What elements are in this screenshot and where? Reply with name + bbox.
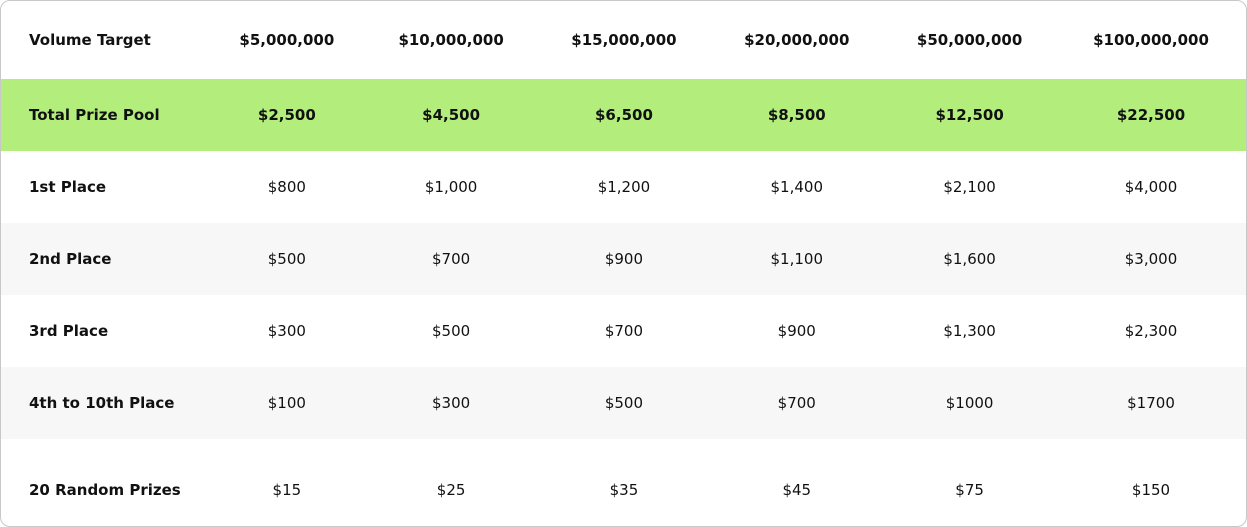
cell: $4,000: [1124, 178, 1178, 196]
cell: $45: [782, 481, 812, 499]
cell: $500: [209, 223, 365, 295]
cell: $900: [777, 322, 816, 340]
cell: $1,000: [424, 178, 478, 196]
cell: $100,000,000: [1093, 31, 1209, 49]
row-label: 2nd Place: [1, 223, 209, 295]
cell: $15: [272, 481, 302, 499]
cell: $1,600: [883, 223, 1057, 295]
cell: $500: [537, 367, 711, 439]
cell: $2,100: [943, 178, 996, 196]
row-label: 1st Place: [29, 178, 107, 196]
cell: $4,500: [364, 79, 538, 151]
row-label: 3rd Place: [29, 322, 109, 340]
cell: $800: [267, 178, 306, 196]
table-row: 4th to 10th Place $100 $300 $500 $700 $1000 $1…: [1, 367, 1246, 439]
cell: $900: [537, 223, 711, 295]
cell: $150: [1131, 481, 1171, 499]
cell: $20,000,000: [744, 31, 850, 49]
cell: $6,500: [537, 79, 711, 151]
cell: $25: [436, 481, 466, 499]
cell: $22,500: [1056, 79, 1246, 151]
cell: $5,000,000: [239, 31, 335, 49]
cell: $700: [604, 322, 644, 340]
table-row: 3rd Place $300 $500 $700 $900 $1,300 $2,300: [1, 295, 1246, 367]
table-row: 1st Place $800 $1,000 $1,200 $1,400 $2,100 $4,…: [1, 151, 1246, 223]
cell: $75: [955, 481, 984, 499]
cell: $1000: [883, 367, 1057, 439]
cell: $500: [432, 322, 471, 340]
table-row: Volume Target $5,000,000 $10,000,000 $15,00…: [1, 1, 1246, 79]
cell: $700: [364, 223, 538, 295]
cell: $15,000,000: [571, 31, 677, 49]
row-label: Volume Target: [29, 31, 151, 49]
table-row: 20 Random Prizes $15 $25 $35 $45 $75 $150: [1, 439, 1246, 526]
cell: $12,500: [883, 79, 1057, 151]
cell: $1,100: [710, 223, 884, 295]
cell: $8,500: [710, 79, 884, 151]
table-row: Total Prize Pool $2,500 $4,500 $6,500 $8,500…: [1, 79, 1246, 151]
cell: $3,000: [1056, 223, 1246, 295]
row-label: Total Prize Pool: [1, 79, 209, 151]
cell: $1700: [1056, 367, 1246, 439]
cell: $2,300: [1124, 322, 1178, 340]
table-row: 2nd Place $500 $700 $900 $1,100 $1,600 $3,000: [1, 223, 1246, 295]
cell: $50,000,000: [916, 31, 1023, 49]
cell: $100: [209, 367, 365, 439]
cell: $1,400: [770, 178, 824, 196]
cell: $700: [710, 367, 884, 439]
cell: $2,500: [209, 79, 365, 151]
cell: $10,000,000: [398, 31, 504, 49]
cell: $300: [364, 367, 538, 439]
cell: $35: [609, 481, 639, 499]
row-label: 4th to 10th Place: [1, 367, 209, 439]
cell: $300: [267, 322, 306, 340]
cell: $1,300: [943, 322, 996, 340]
row-label: 20 Random Prizes: [29, 481, 181, 499]
cell: $1,200: [597, 178, 651, 196]
